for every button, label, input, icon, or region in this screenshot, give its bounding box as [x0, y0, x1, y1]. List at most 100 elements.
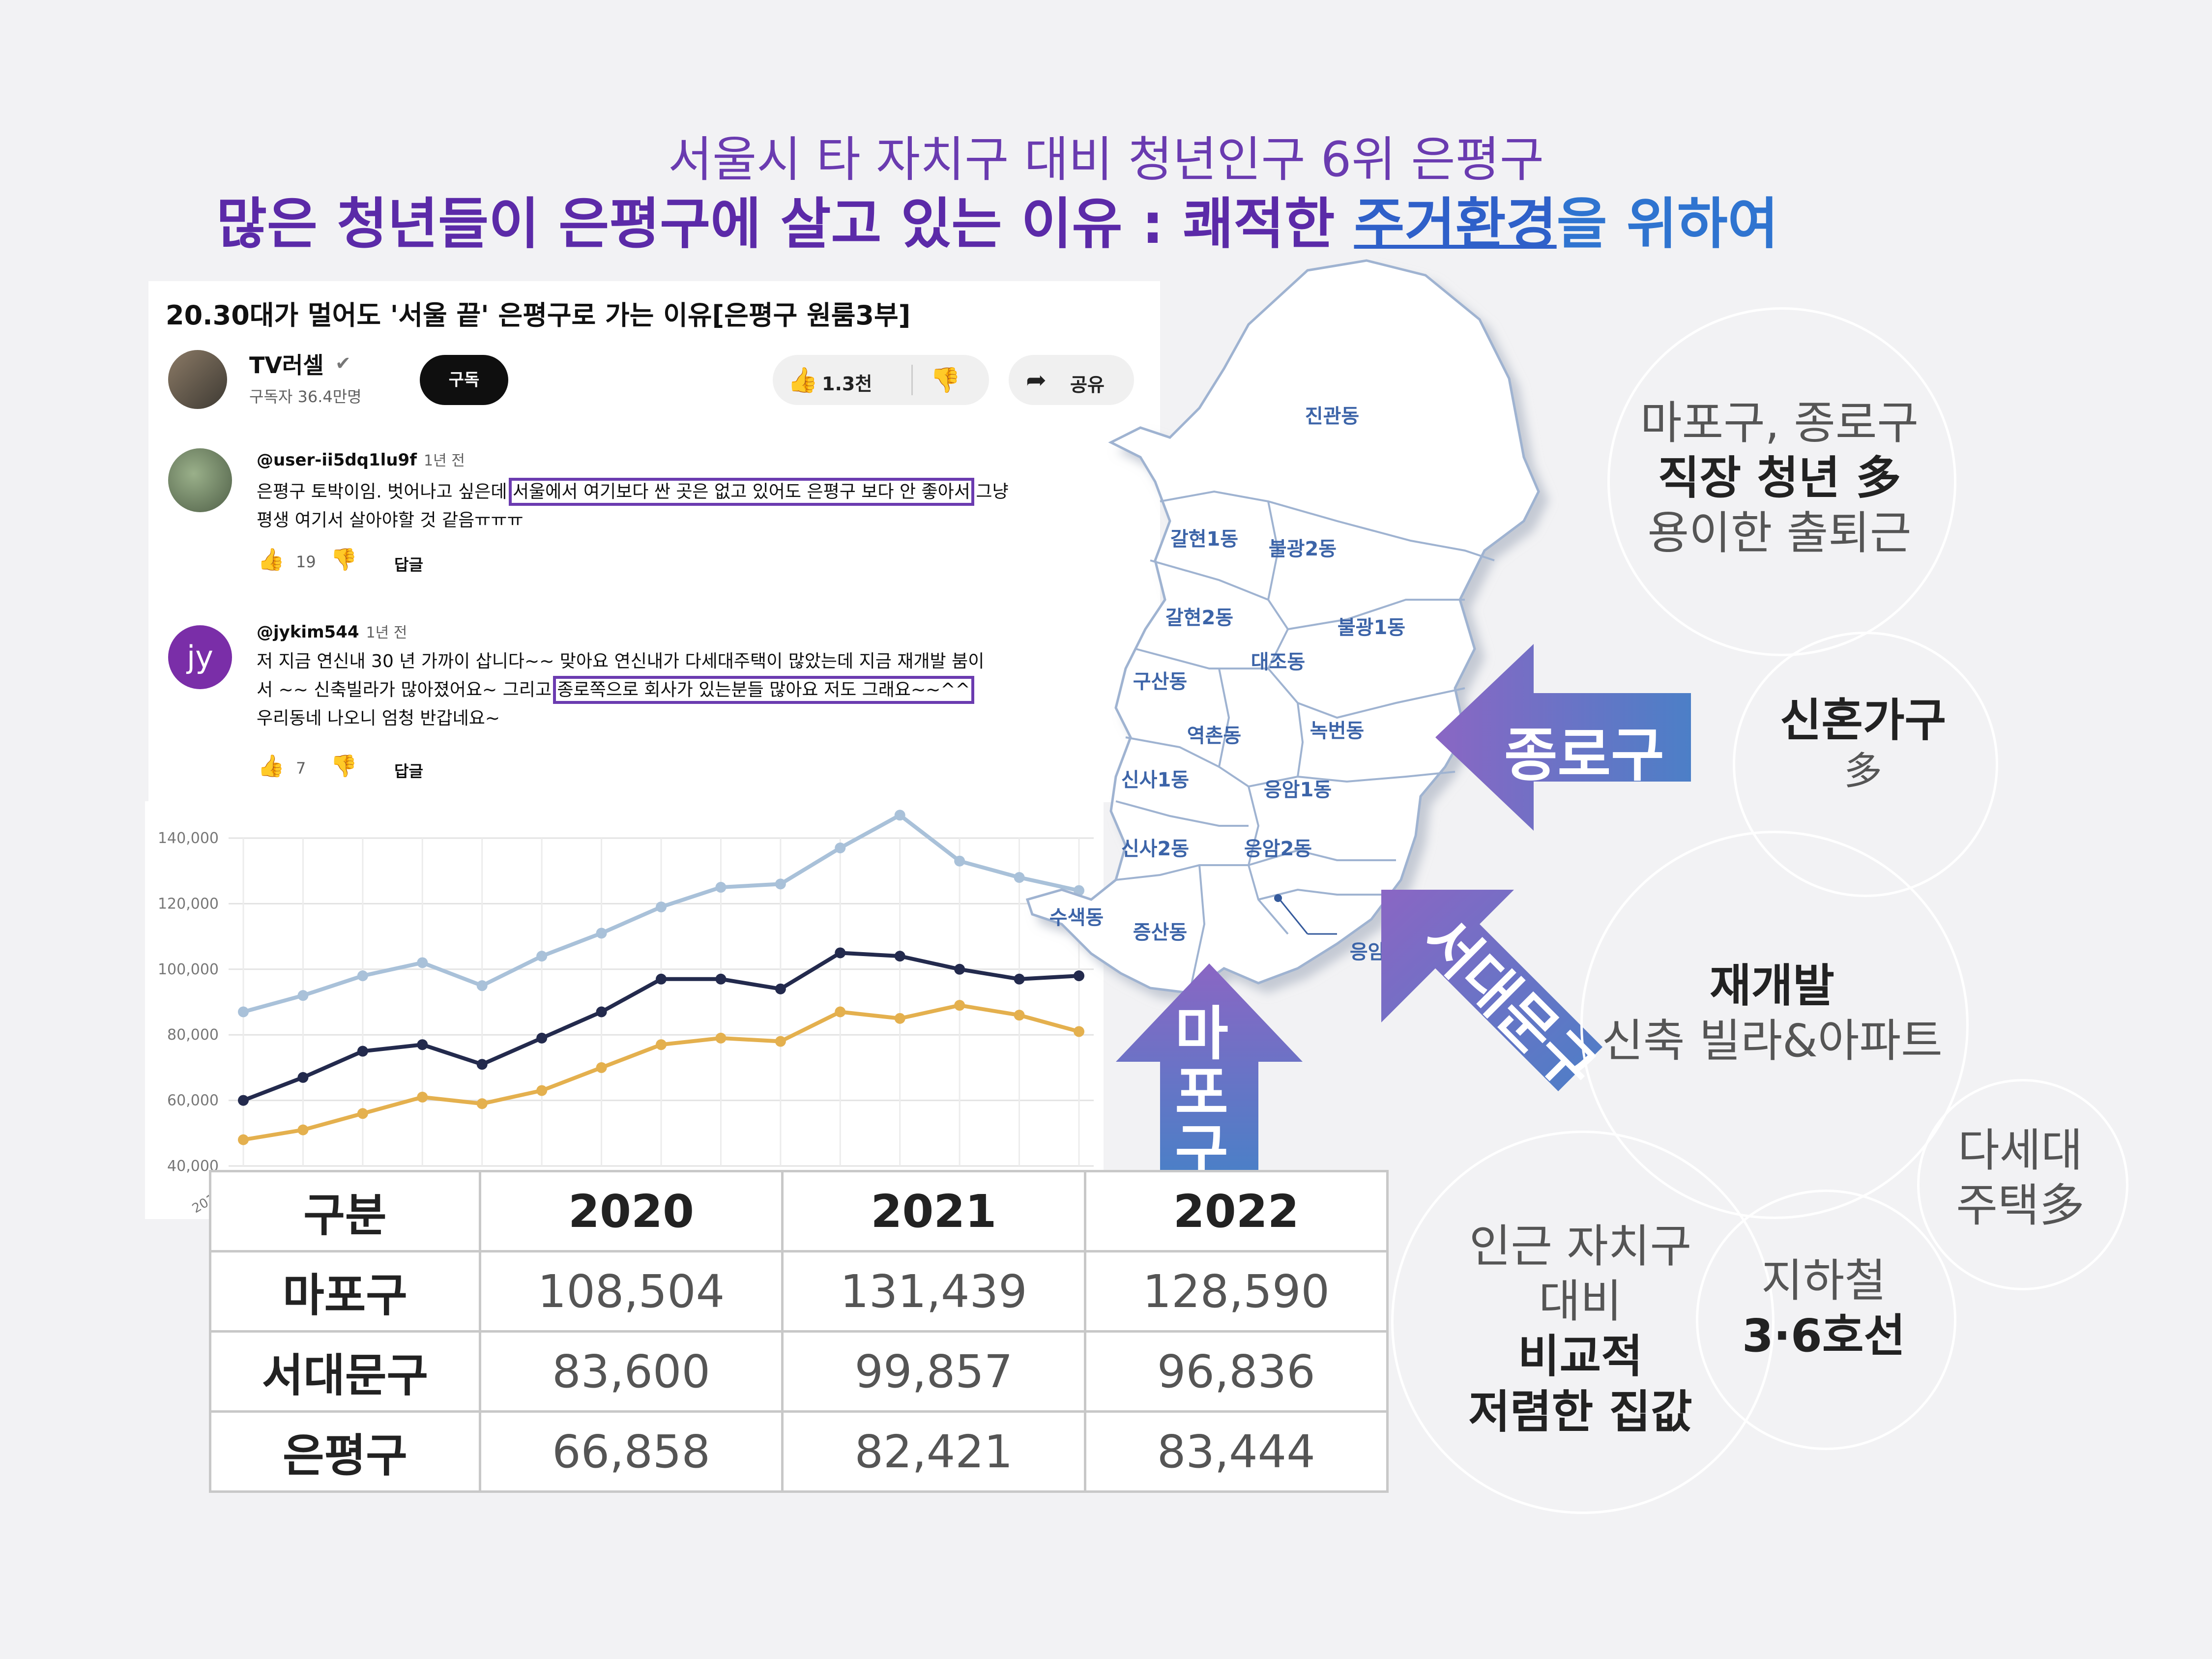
chart-point [357, 1108, 368, 1119]
divider [911, 365, 913, 395]
share-button[interactable]: ➦ 공유 [1009, 355, 1134, 405]
table-row-header: 마포구 [209, 1250, 481, 1333]
district-yeokchon: 역촌동 [1187, 725, 1241, 747]
subscriber-count: 구독자 36.4만명 [249, 387, 362, 406]
thumbs-down-icon[interactable]: 👎 [330, 754, 357, 779]
chart-point [954, 855, 965, 867]
chart-point [417, 1091, 428, 1103]
table-cell: 96,836 [1083, 1330, 1389, 1413]
table-row: 은평구 66,858 82,421 83,444 [209, 1410, 1389, 1493]
chart-point [357, 970, 368, 982]
district-daejo: 대조동 [1251, 651, 1305, 673]
share-icon: ➦ [1026, 366, 1047, 394]
chart-point [596, 928, 607, 939]
comment-text: 저 지금 연신내 30 년 가까이 삽니다~~ 맞아요 연신내가 다세대주택이 … [257, 651, 985, 728]
youth-population-table: 구분 2020 2021 2022 마포구 108,504 131,439 12… [209, 1170, 1389, 1493]
chart-point [536, 1085, 548, 1096]
table-header-row: 구분 2020 2021 2022 [209, 1170, 1389, 1252]
table-row-header: 서대문구 [209, 1330, 481, 1413]
verified-icon: ✔ [335, 352, 351, 374]
video-title[interactable]: 20.30대가 멀어도 '서울 끝' 은평구로 가는 이유[은평구 원룸3부] [166, 300, 911, 331]
chart-point [476, 1059, 488, 1070]
table-row: 서대문구 83,600 99,857 96,836 [209, 1330, 1389, 1413]
chart-series [238, 810, 1084, 1145]
chart-point [596, 1062, 607, 1073]
comment-time: 1년 전 [424, 452, 465, 469]
chart-point [476, 1098, 488, 1109]
seodaemun-arrow [1381, 890, 1602, 1091]
thumbs-down-icon[interactable]: 👎 [930, 366, 961, 394]
comment-like-count: 7 [296, 759, 306, 778]
chart-point [835, 843, 846, 854]
map-outline [1025, 259, 1540, 994]
comment-username[interactable]: @user-ii5dq1lu9f 1년 전 [257, 450, 465, 470]
bubble-commute-text: 마포구, 종로구 직장 청년 多 용이한 출퇴근 [1640, 397, 1919, 560]
share-label: 공유 [1070, 374, 1105, 396]
comment-text: 은평구 토박이임. 벗어나고 싶은데 서울에서 여기보다 싼 곳은 없고 있어도… [257, 478, 1009, 530]
comment-highlight: 서울에서 여기보다 싼 곳은 없고 있어도 은평구 보다 안 좋아서 [508, 478, 974, 506]
chart-point [1014, 973, 1025, 985]
bubble-subway [1696, 1190, 1956, 1450]
chart-point [656, 973, 667, 985]
map-borders [1115, 490, 1495, 993]
thumbs-up-icon[interactable]: 👍 [258, 547, 285, 572]
thumbs-up-icon[interactable]: 👍 [258, 754, 285, 779]
chart-grid [229, 837, 1094, 1167]
headline-main: 많은 청년들이 은평구에 살고 있는 이유 : 쾌적한 주거환경을 위하여 [216, 179, 1778, 259]
chart-point [894, 951, 905, 962]
chart-point [238, 1095, 249, 1106]
bubble-multifamily-text: 다세대 주택多 [1956, 1124, 2085, 1232]
chart-point [775, 1036, 786, 1047]
table-cell: 83,444 [1083, 1410, 1389, 1493]
chart-point [297, 1124, 309, 1135]
comment-avatar[interactable]: jy [168, 625, 232, 689]
like-dislike-pill: 👍 1.3천 👎 [773, 355, 989, 405]
chart-point [835, 1006, 846, 1018]
table-header: 2022 [1083, 1170, 1389, 1252]
chart-point [715, 1032, 727, 1044]
chart-point [894, 1013, 905, 1024]
thumbs-down-icon[interactable]: 👎 [330, 547, 357, 572]
comment-like-count: 19 [296, 553, 316, 571]
video-screenshot-panel: 20.30대가 멀어도 '서울 끝' 은평구로 가는 이유[은평구 원룸3부] … [148, 281, 1160, 802]
chart-point [596, 1006, 607, 1018]
chart-point [297, 990, 309, 1001]
eunpyeong-district-map: 진관동 갈현1동 불광2동 갈현2동 불광1동 대조동 구산동 역촌동 녹번동 … [1025, 259, 1540, 994]
comment-time: 1년 전 [366, 624, 407, 641]
table-header: 구분 [209, 1170, 481, 1252]
line-chart: 40,00060,00080,000100,000120,000140,000 … [145, 801, 1104, 1219]
chart-point [954, 1000, 965, 1011]
table-cell: 108,504 [478, 1250, 784, 1333]
table-header: 2020 [478, 1170, 784, 1252]
bubble-newlyweds-text: 신혼가구 多 [1779, 694, 1947, 794]
like-count[interactable]: 1.3천 [822, 373, 873, 395]
comment-username[interactable]: @jykim544 1년 전 [257, 622, 407, 642]
headline-subtitle: 서울시 타 자치구 대비 청년인구 6위 은평구 [668, 132, 1544, 188]
channel-name[interactable]: TV러셀 [249, 352, 324, 378]
table-cell: 99,857 [781, 1330, 1086, 1413]
headline-part2: 을 위하여 [1556, 192, 1778, 256]
jongno-arrow [1435, 644, 1691, 831]
chart-point [536, 1032, 548, 1044]
chart-point [238, 1006, 249, 1018]
chart-point [894, 810, 905, 821]
district-gusan: 구산동 [1133, 670, 1187, 693]
district-sinsa1: 신사1동 [1121, 769, 1189, 791]
mapo-arrow [1116, 963, 1303, 1170]
chart-point [775, 878, 786, 890]
headline-underlined: 주거환경 [1354, 192, 1557, 256]
channel-avatar[interactable] [168, 350, 227, 409]
chart-point [775, 983, 786, 994]
reply-button[interactable]: 답글 [394, 555, 423, 574]
chart-point [954, 963, 965, 975]
thumbs-up-icon[interactable]: 👍 [787, 366, 818, 394]
comment-avatar[interactable] [168, 448, 232, 512]
subscribe-button[interactable]: 구독 [420, 355, 508, 405]
chart-point [1014, 872, 1025, 883]
chart-point [656, 902, 667, 913]
reply-button[interactable]: 답글 [394, 762, 423, 781]
chart-y-tick-label: 60,000 [167, 1092, 219, 1109]
chart-point [536, 951, 548, 962]
map-marker-line [1280, 900, 1309, 934]
table-cell: 83,600 [478, 1330, 784, 1413]
